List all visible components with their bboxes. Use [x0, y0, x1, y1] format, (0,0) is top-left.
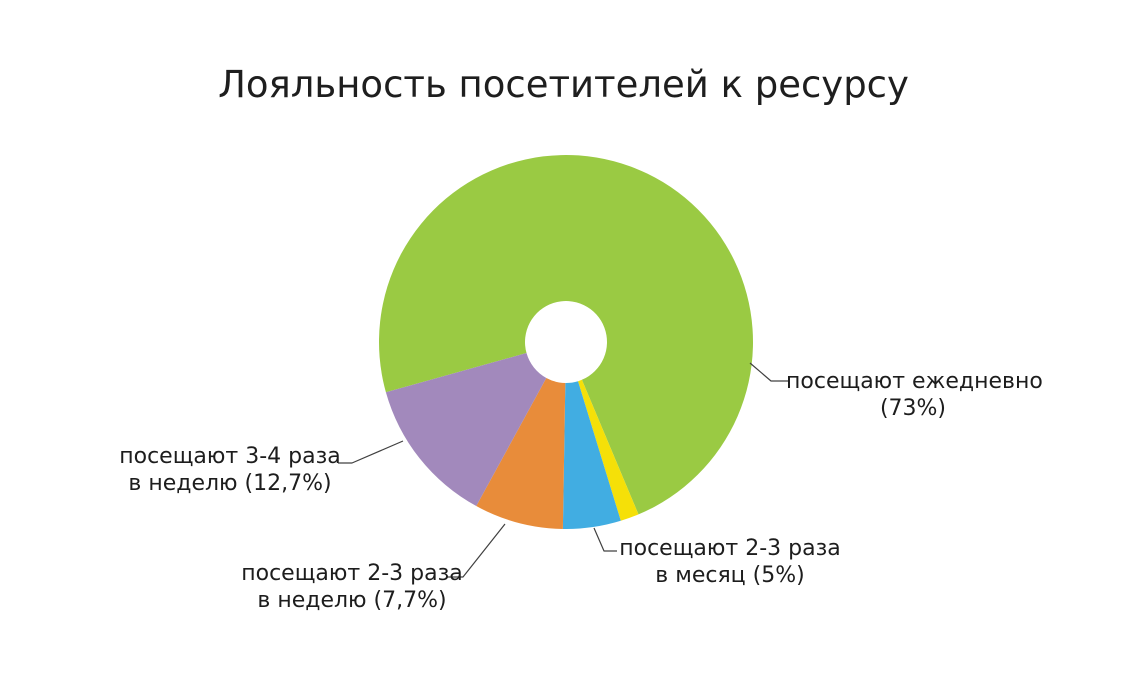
label-daily: посещают ежедневно (73%) — [786, 368, 1043, 422]
leader-line-3-4-per-week — [338, 440, 404, 464]
label-2-3-per-month: посещают 2-3 раза в месяц (5%) — [608, 535, 852, 589]
label-2-3-per-week-line1: посещают 2-3 раза — [241, 561, 463, 586]
pie-slice-1 — [578, 379, 639, 521]
label-daily-line2: (73%) — [879, 396, 947, 421]
pie-slice-3 — [476, 377, 566, 529]
label-3-4-per-week-line2: в неделю (12,7%) — [128, 471, 332, 496]
chart-title: Лояльность посетителей к ресурсу — [218, 63, 909, 106]
label-2-3-per-month-line2: в месяц (5%) — [655, 563, 805, 588]
pie-slice-0 — [379, 155, 754, 515]
leader-line-2-3-per-month — [593, 527, 617, 552]
pie-slices — [379, 155, 754, 529]
label-2-3-per-week-line2: в неделю (7,7%) — [257, 588, 447, 613]
label-3-4-per-week: посещают 3-4 раза в неделю (12,7%) — [108, 443, 352, 497]
pie-slice-4 — [385, 353, 547, 507]
label-2-3-per-week: посещают 2-3 раза в неделю (7,7%) — [230, 560, 474, 614]
label-3-4-per-week-line1: посещают 3-4 раза — [119, 444, 341, 469]
leader-line-2-3-per-week — [446, 523, 506, 578]
leader-lines — [338, 362, 789, 578]
label-daily-line1: посещают ежедневно — [786, 369, 1043, 394]
pie-slice-2 — [562, 381, 621, 529]
label-2-3-per-month-line1: посещают 2-3 раза — [619, 536, 841, 561]
leader-line-daily — [749, 362, 789, 382]
